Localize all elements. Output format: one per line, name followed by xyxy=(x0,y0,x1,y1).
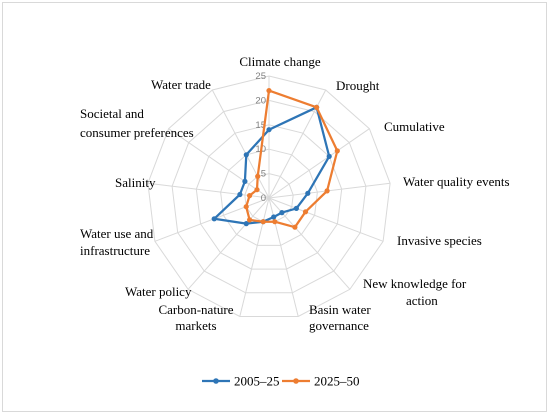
data-point xyxy=(255,173,261,179)
category-label: Water use and infrastructure xyxy=(80,226,154,258)
legend-swatch-marker xyxy=(213,378,219,384)
data-point xyxy=(305,190,311,196)
tick-label: 15 xyxy=(255,120,266,131)
grid-ring xyxy=(195,124,343,270)
data-point xyxy=(314,104,320,110)
data-point xyxy=(324,188,330,194)
radar-grid xyxy=(147,75,391,317)
grid-spoke xyxy=(211,89,270,199)
category-label: Carbon-nature markets xyxy=(158,302,233,333)
legend-swatch-marker xyxy=(293,378,299,384)
category-label: Invasive species xyxy=(397,233,482,248)
series-layer xyxy=(211,88,340,230)
legend-entry: 2005–25 xyxy=(234,374,280,389)
category-label: Water quality events xyxy=(403,174,510,189)
data-point xyxy=(326,153,332,159)
data-point xyxy=(272,219,278,225)
data-point xyxy=(243,221,249,227)
data-point xyxy=(260,219,266,225)
data-point xyxy=(237,191,243,198)
category-label: Water trade xyxy=(151,77,211,92)
data-point xyxy=(279,210,285,216)
tick-label: 0 xyxy=(261,193,266,204)
data-point xyxy=(266,88,272,94)
grid-ring xyxy=(171,99,367,294)
category-label: Climate change xyxy=(239,54,320,69)
grid-spoke xyxy=(187,197,270,290)
category-label: Basin water governance xyxy=(309,302,371,333)
data-point xyxy=(334,148,340,154)
tick-label: 5 xyxy=(261,169,266,180)
data-point xyxy=(302,209,309,215)
data-point xyxy=(247,217,253,223)
data-point xyxy=(242,178,248,184)
grid-spoke xyxy=(168,128,270,199)
tick-label: 20 xyxy=(255,95,266,106)
data-point xyxy=(247,193,253,199)
data-point xyxy=(243,152,249,158)
category-label: Water policy xyxy=(125,284,192,299)
category-label: Drought xyxy=(336,78,380,93)
tick-label: 25 xyxy=(255,71,266,82)
category-labels: Climate change Drought Cumulative Water qua… xyxy=(80,54,510,333)
category-label: Salinity xyxy=(115,175,156,190)
grid-spoke xyxy=(268,197,384,242)
category-label: New knowledge for action xyxy=(363,276,467,308)
legend: 2005–25 2025–50 xyxy=(202,374,360,389)
category-label: Cumulative xyxy=(384,119,445,134)
grid-spoke xyxy=(268,128,370,199)
chart-frame xyxy=(2,2,547,412)
data-point xyxy=(211,216,217,222)
category-label: Societal and consumer preferences xyxy=(80,106,194,140)
data-point xyxy=(243,204,249,210)
grid-spoke xyxy=(239,197,270,317)
grid-ring xyxy=(220,148,318,246)
grid-ring xyxy=(147,75,391,317)
data-point xyxy=(292,224,298,230)
data-point xyxy=(293,205,299,211)
data-point xyxy=(266,127,272,133)
data-point xyxy=(271,214,277,220)
data-point xyxy=(254,187,260,193)
legend-entry: 2025–50 xyxy=(314,374,360,389)
